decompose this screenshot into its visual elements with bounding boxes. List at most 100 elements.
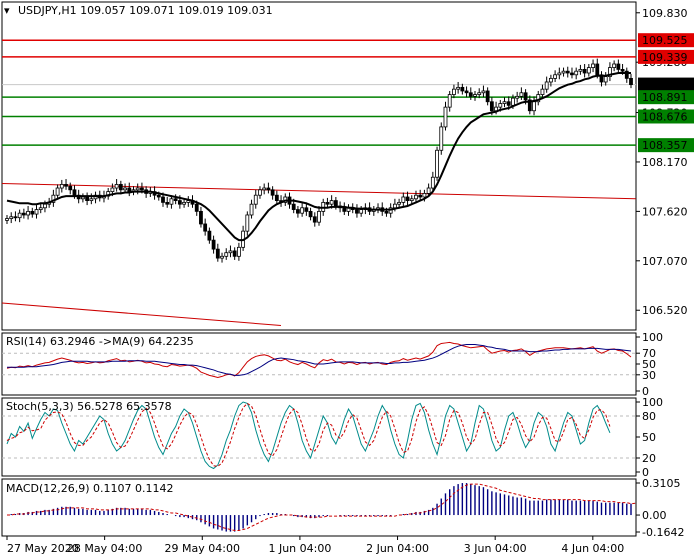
candle-body bbox=[308, 210, 313, 218]
price-level-label: 108.357 bbox=[642, 139, 688, 152]
candle-body bbox=[9, 216, 14, 219]
candle-body bbox=[13, 216, 18, 219]
candle-body bbox=[182, 201, 186, 205]
stoch-tick-label: 80 bbox=[642, 410, 656, 423]
price-level-tag bbox=[638, 90, 694, 105]
moving-average-line bbox=[6, 71, 631, 242]
candle-body bbox=[553, 74, 558, 79]
candle-body bbox=[245, 214, 250, 232]
candle-body bbox=[422, 193, 427, 198]
candle-body bbox=[536, 94, 541, 103]
stoch-tick-label: 50 bbox=[642, 431, 656, 444]
candle-body bbox=[317, 210, 321, 223]
candle-body bbox=[591, 63, 595, 68]
candle-body bbox=[502, 101, 507, 104]
stoch-tick-label: 20 bbox=[642, 452, 656, 465]
time-tick-label: 3 Jun 04:00 bbox=[464, 542, 527, 555]
candle-body bbox=[123, 187, 127, 191]
candle-body bbox=[291, 203, 296, 210]
candle-body bbox=[473, 94, 477, 97]
candle-body bbox=[468, 92, 473, 97]
price-tick-label: 107.070 bbox=[642, 255, 688, 268]
candle-body bbox=[557, 72, 562, 76]
candle-body bbox=[612, 63, 617, 68]
price-level-label: 108.676 bbox=[642, 110, 688, 123]
candle-body bbox=[430, 176, 435, 189]
candle-body bbox=[228, 250, 233, 254]
candle-body bbox=[161, 196, 165, 203]
candle-body bbox=[464, 90, 469, 94]
time-tick-label: 29 May 04:00 bbox=[165, 542, 240, 555]
candle-body bbox=[456, 86, 461, 90]
candle-body bbox=[405, 196, 410, 201]
candle-body bbox=[624, 70, 629, 79]
candle-body bbox=[232, 250, 237, 257]
price-level-label: 109.525 bbox=[642, 34, 688, 47]
candle-body bbox=[34, 209, 39, 215]
rsi-tick-label: 70 bbox=[642, 347, 656, 360]
candle-body bbox=[452, 88, 456, 95]
candle-body bbox=[85, 196, 90, 201]
chart-menu-icon: ▾ bbox=[4, 4, 10, 17]
candle-body bbox=[127, 187, 132, 193]
candle-body bbox=[207, 230, 212, 241]
trend-line bbox=[1, 183, 637, 200]
price-level-tag bbox=[638, 33, 694, 48]
candle-body bbox=[392, 203, 397, 209]
time-tick-label: 4 Jun 04:00 bbox=[561, 542, 624, 555]
candle-body bbox=[561, 70, 566, 74]
stoch-title: Stoch(5,3,3) 56.5278 65.3578 bbox=[6, 400, 172, 413]
candle-body bbox=[443, 106, 448, 128]
macd-tick-label: 0.3105 bbox=[642, 477, 681, 490]
candle-body bbox=[194, 203, 199, 212]
candle-body bbox=[498, 103, 503, 108]
price-level-tag bbox=[638, 77, 694, 92]
candle-body bbox=[426, 187, 431, 194]
candle-body bbox=[30, 210, 35, 215]
candle-body bbox=[532, 101, 536, 112]
candle-body bbox=[359, 209, 364, 214]
candle-body bbox=[570, 72, 574, 76]
candle-body bbox=[177, 200, 182, 205]
price-tick-label: 108.170 bbox=[642, 156, 688, 169]
candle-body bbox=[165, 201, 170, 205]
candle-body bbox=[329, 200, 334, 205]
rsi-series-line bbox=[7, 344, 632, 376]
candle-body bbox=[114, 184, 119, 189]
candle-body bbox=[169, 198, 174, 205]
price-level-label: 108.891 bbox=[642, 91, 688, 104]
candle-body bbox=[586, 67, 591, 74]
candle-body bbox=[414, 194, 418, 200]
candle-body bbox=[511, 97, 515, 106]
candle-body bbox=[89, 198, 94, 201]
rsi-tick-label: 100 bbox=[642, 331, 663, 344]
rsi-tick-label: 50 bbox=[642, 358, 656, 371]
candle-body bbox=[110, 187, 115, 193]
candle-body bbox=[489, 101, 494, 112]
price-tick-label: 109.830 bbox=[642, 7, 688, 20]
candle-body bbox=[409, 198, 414, 201]
price-panel-title: USDJPY,H1 109.057 109.071 109.019 109.03… bbox=[18, 4, 273, 17]
candle-body bbox=[401, 196, 406, 203]
candle-body bbox=[629, 77, 633, 85]
stoch-tick-label: 0 bbox=[642, 466, 649, 479]
rsi-title: RSI(14) 63.2946 ->MA(9) 64.2235 bbox=[6, 335, 194, 348]
macd-signal-line bbox=[7, 483, 636, 532]
candle-body bbox=[253, 194, 258, 205]
candle-body bbox=[439, 126, 444, 151]
candle-body bbox=[55, 187, 60, 196]
candle-body bbox=[80, 196, 85, 200]
candle-body bbox=[397, 201, 402, 205]
candle-body bbox=[215, 248, 220, 259]
candle-body bbox=[140, 187, 144, 191]
candle-body bbox=[26, 210, 30, 216]
candle-body bbox=[59, 184, 64, 189]
candle-body bbox=[199, 210, 203, 225]
time-tick-label: 1 Jun 04:00 bbox=[268, 542, 331, 555]
candle-body bbox=[540, 88, 545, 95]
candle-body bbox=[544, 81, 549, 90]
price-level-tag bbox=[638, 138, 694, 153]
candle-body bbox=[477, 92, 482, 95]
candle-body bbox=[333, 200, 338, 207]
